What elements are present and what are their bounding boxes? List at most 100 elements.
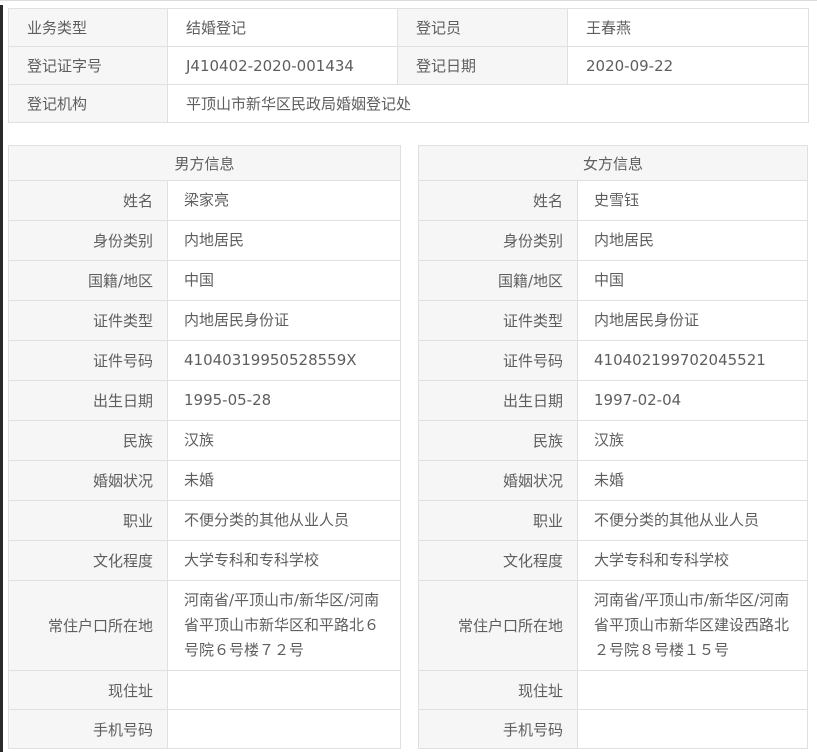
- table-row: 常住户口所在地 河南省/平顶山市/新华区/河南省平顶山市新华区和平路北６号院６号…: [8, 580, 402, 671]
- table-row: 手机号码: [8, 709, 402, 749]
- table-row: 证件号码 41040319950528559X: [8, 340, 402, 381]
- business-type-label: 业务类型: [8, 8, 168, 47]
- male-info-title: 男方信息: [7, 145, 402, 181]
- household-registration-address-value: 河南省/平顶山市/新华区/河南省平顶山市新华区和平路北６号院６号楼７２号: [166, 580, 402, 671]
- name-label: 姓名: [8, 180, 168, 221]
- current-address-label: 现住址: [8, 670, 168, 710]
- table-row: 民族 汉族: [8, 420, 402, 461]
- table-row: 证件类型 内地居民身份证: [418, 300, 809, 341]
- current-address-value: [166, 670, 402, 710]
- identity-category-label: 身份类别: [8, 220, 168, 261]
- registration-office-label: 登记机构: [8, 84, 168, 123]
- marital-status-label: 婚姻状况: [8, 460, 168, 501]
- certificate-number-value: 41040319950528559X: [166, 340, 402, 381]
- ethnicity-value: 汉族: [166, 420, 402, 461]
- identity-category-value: 内地居民: [166, 220, 402, 261]
- table-row: 婚姻状况 未婚: [8, 460, 402, 501]
- table-row: 证件号码 410402199702045521: [418, 340, 809, 381]
- registration-date-label: 登记日期: [397, 46, 568, 85]
- current-address-label: 现住址: [418, 670, 578, 710]
- male-info-table: 男方信息 姓名 梁家亮 身份类别 内地居民 国籍/地区 中国 证件类型 内地居民…: [7, 145, 402, 749]
- table-row: 职业 不便分类的其他从业人员: [418, 500, 809, 541]
- table-row: 现住址: [8, 670, 402, 710]
- household-registration-address-value: 河南省/平顶山市/新华区/河南省平顶山市新华区建设西路北２号院８号楼１５号: [576, 580, 809, 671]
- table-row: 证件类型 内地居民身份证: [8, 300, 402, 341]
- table-row: 手机号码: [418, 709, 809, 749]
- table-row: 国籍/地区 中国: [8, 260, 402, 301]
- certificate-serial-label: 登记证字号: [8, 46, 168, 85]
- top-edge-line: [0, 0, 817, 1]
- certificate-serial-value: J410402-2020-001434: [167, 46, 398, 85]
- table-row: 民族 汉族: [418, 420, 809, 461]
- identity-category-label: 身份类别: [418, 220, 578, 261]
- marital-status-value: 未婚: [576, 460, 809, 501]
- registrar-value: 王春燕: [567, 8, 809, 47]
- table-row: 男方信息: [7, 145, 402, 181]
- certificate-type-label: 证件类型: [8, 300, 168, 341]
- household-registration-address-label: 常住户口所在地: [8, 580, 168, 671]
- nationality-region-label: 国籍/地区: [8, 260, 168, 301]
- certificate-type-value: 内地居民身份证: [166, 300, 402, 341]
- mobile-number-label: 手机号码: [8, 709, 168, 749]
- business-type-value: 结婚登记: [167, 8, 398, 47]
- table-row: 姓名 史雪钰: [418, 180, 809, 221]
- ethnicity-label: 民族: [8, 420, 168, 461]
- occupation-label: 职业: [418, 500, 578, 541]
- table-row: 身份类别 内地居民: [418, 220, 809, 261]
- table-row: 常住户口所在地 河南省/平顶山市/新华区/河南省平顶山市新华区建设西路北２号院８…: [418, 580, 809, 671]
- certificate-type-label: 证件类型: [418, 300, 578, 341]
- occupation-value: 不便分类的其他从业人员: [166, 500, 402, 541]
- name-label: 姓名: [418, 180, 578, 221]
- certificate-number-label: 证件号码: [8, 340, 168, 381]
- education-level-label: 文化程度: [418, 540, 578, 581]
- table-row: 现住址: [418, 670, 809, 710]
- table-row: 业务类型 结婚登记 登记员 王春燕: [8, 8, 809, 47]
- identity-category-value: 内地居民: [576, 220, 809, 261]
- registration-office-value: 平顶山市新华区民政局婚姻登记处: [167, 84, 809, 123]
- table-row: 登记机构 平顶山市新华区民政局婚姻登记处: [8, 84, 809, 123]
- occupation-value: 不便分类的其他从业人员: [576, 500, 809, 541]
- name-value: 史雪钰: [576, 180, 809, 221]
- nationality-region-label: 国籍/地区: [418, 260, 578, 301]
- mobile-number-value: [576, 709, 809, 749]
- occupation-label: 职业: [8, 500, 168, 541]
- birth-date-label: 出生日期: [418, 380, 578, 421]
- birth-date-value: 1995-05-28: [166, 380, 402, 421]
- certificate-type-value: 内地居民身份证: [576, 300, 809, 341]
- table-row: 出生日期 1997-02-04: [418, 380, 809, 421]
- left-edge-bar: [0, 5, 3, 752]
- table-row: 出生日期 1995-05-28: [8, 380, 402, 421]
- table-row: 女方信息: [417, 145, 809, 181]
- registrar-label: 登记员: [397, 8, 568, 47]
- table-row: 姓名 梁家亮: [8, 180, 402, 221]
- registration-summary-table: 业务类型 结婚登记 登记员 王春燕 登记证字号 J410402-2020-001…: [8, 8, 809, 123]
- marital-status-label: 婚姻状况: [418, 460, 578, 501]
- marital-status-value: 未婚: [166, 460, 402, 501]
- nationality-region-value: 中国: [166, 260, 402, 301]
- education-level-value: 大学专科和专科学校: [166, 540, 402, 581]
- name-value: 梁家亮: [166, 180, 402, 221]
- household-registration-address-label: 常住户口所在地: [418, 580, 578, 671]
- table-row: 文化程度 大学专科和专科学校: [418, 540, 809, 581]
- table-row: 登记证字号 J410402-2020-001434 登记日期 2020-09-2…: [8, 46, 809, 85]
- table-row: 职业 不便分类的其他从业人员: [8, 500, 402, 541]
- certificate-number-label: 证件号码: [418, 340, 578, 381]
- nationality-region-value: 中国: [576, 260, 809, 301]
- table-row: 婚姻状况 未婚: [418, 460, 809, 501]
- current-address-value: [576, 670, 809, 710]
- registration-date-value: 2020-09-22: [567, 46, 809, 85]
- table-row: 身份类别 内地居民: [8, 220, 402, 261]
- mobile-number-label: 手机号码: [418, 709, 578, 749]
- female-info-title: 女方信息: [417, 145, 809, 181]
- birth-date-label: 出生日期: [8, 380, 168, 421]
- education-level-value: 大学专科和专科学校: [576, 540, 809, 581]
- ethnicity-value: 汉族: [576, 420, 809, 461]
- ethnicity-label: 民族: [418, 420, 578, 461]
- education-level-label: 文化程度: [8, 540, 168, 581]
- table-row: 国籍/地区 中国: [418, 260, 809, 301]
- certificate-number-value: 410402199702045521: [576, 340, 809, 381]
- birth-date-value: 1997-02-04: [576, 380, 809, 421]
- table-row: 文化程度 大学专科和专科学校: [8, 540, 402, 581]
- mobile-number-value: [166, 709, 402, 749]
